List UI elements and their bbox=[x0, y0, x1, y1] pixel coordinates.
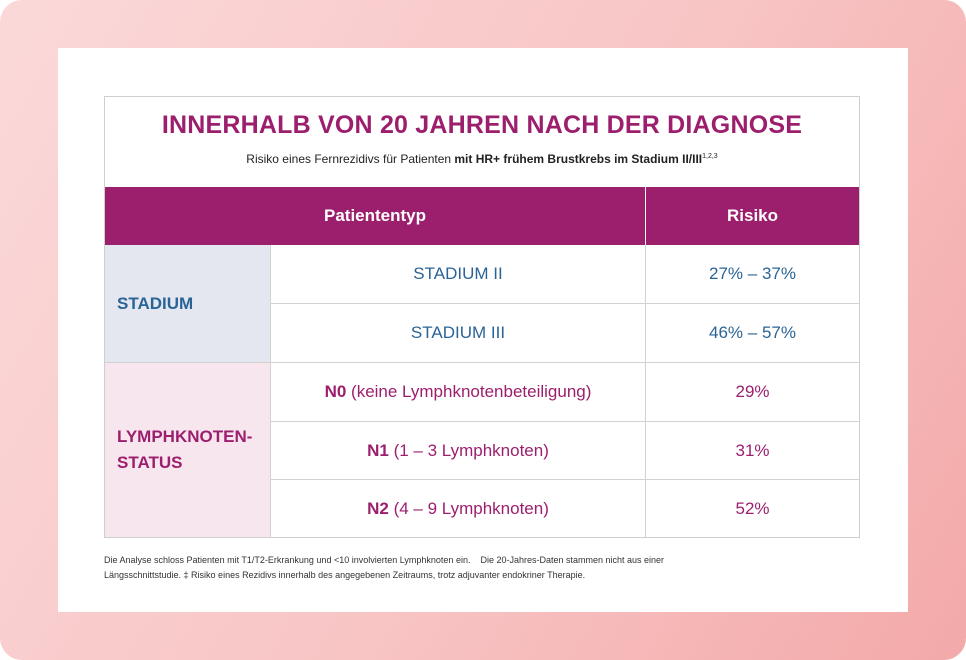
row-risk: 52% bbox=[735, 498, 770, 518]
column-header-risk: Risiko bbox=[646, 187, 859, 245]
info-card: INNERHALB VON 20 JAHREN NACH DER DIAGNOS… bbox=[58, 48, 908, 612]
row-code: N0 bbox=[324, 382, 347, 401]
table-row-risk: 27% – 37% bbox=[646, 245, 859, 303]
row-risk: 46% – 57% bbox=[709, 323, 796, 342]
table-row-label: STADIUM III bbox=[270, 304, 646, 362]
table-row-risk: 31% bbox=[646, 422, 859, 479]
divider bbox=[270, 479, 859, 480]
row-label: STADIUM III bbox=[410, 323, 506, 342]
row-label: (keine Lymphknotenbeteiligung) bbox=[346, 382, 592, 401]
divider bbox=[645, 245, 646, 537]
table-row-label: N0 (keine Lymphknotenbeteiligung) bbox=[270, 363, 646, 421]
row-code: N1 bbox=[367, 440, 389, 460]
row-risk: 31% bbox=[735, 440, 770, 460]
group-lymph: LYMPHKNOTEN- STATUS bbox=[105, 363, 270, 537]
table-row-risk: 46% – 57% bbox=[646, 304, 859, 362]
group-lymph-line2: STATUS bbox=[117, 453, 183, 472]
row-label: STADIUM II bbox=[413, 264, 503, 283]
row-risk: 27% – 37% bbox=[709, 264, 796, 283]
table-row-risk: 52% bbox=[646, 480, 859, 537]
footnote-part2: Die 20-Jahres-Daten stammen nicht aus ei… bbox=[480, 555, 665, 565]
row-risk: 29% bbox=[735, 382, 770, 401]
group-stadium: STADIUM bbox=[105, 245, 270, 362]
footnote-line2: Längsschnittstudie. ‡ Risiko eines Rezid… bbox=[104, 570, 586, 580]
table-row-label: N2 (4 – 9 Lymphknoten) bbox=[270, 480, 646, 537]
table-row-risk: 29% bbox=[646, 363, 859, 421]
table-row-label: N1 (1 – 3 Lymphknoten) bbox=[270, 422, 646, 479]
group-stadium-label: STADIUM bbox=[117, 293, 194, 313]
subtitle: Risiko eines Fernrezidivs für Patienten … bbox=[105, 152, 859, 166]
page-title: INNERHALB VON 20 JAHREN NACH DER DIAGNOS… bbox=[161, 111, 803, 139]
divider bbox=[270, 421, 859, 422]
row-label: (1 – 3 Lymphknoten) bbox=[388, 440, 549, 460]
footnote-part1: Die Analyse schloss Patienten mit T1/T2-… bbox=[104, 555, 471, 565]
divider bbox=[270, 303, 859, 304]
subtitle-bold: mit HR+ frühem Brustkrebs im Stadium II/… bbox=[454, 152, 703, 166]
table-row-label: STADIUM II bbox=[270, 245, 646, 303]
row-code: N2 bbox=[367, 498, 389, 518]
risk-table: INNERHALB VON 20 JAHREN NACH DER DIAGNOS… bbox=[104, 96, 860, 538]
column-header-patient: Patiententyp bbox=[105, 187, 645, 245]
divider bbox=[105, 362, 859, 363]
subtitle-superscript: 1,2,3 bbox=[702, 153, 718, 160]
group-lymph-label: LYMPHKNOTEN- STATUS bbox=[117, 424, 252, 476]
divider bbox=[270, 245, 271, 537]
group-lymph-line1: LYMPHKNOTEN- bbox=[117, 427, 253, 446]
footnote: Die Analyse schloss Patienten mit T1/T2-… bbox=[104, 553, 864, 583]
row-label: (4 – 9 Lymphknoten) bbox=[388, 498, 549, 518]
subtitle-plain: Risiko eines Fernrezidivs für Patienten bbox=[246, 152, 455, 166]
table-header: INNERHALB VON 20 JAHREN NACH DER DIAGNOS… bbox=[105, 97, 859, 187]
